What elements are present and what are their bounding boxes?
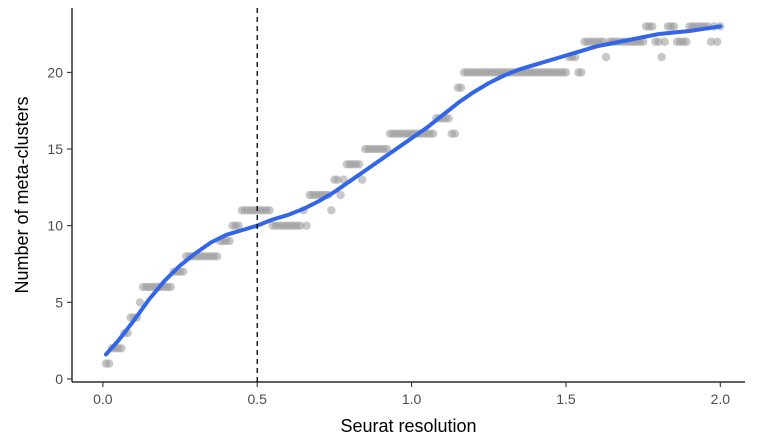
data-point xyxy=(706,37,716,46)
data-point xyxy=(357,175,367,184)
data-point xyxy=(429,129,438,138)
data-point xyxy=(682,37,691,46)
data-point xyxy=(225,236,234,246)
data-point xyxy=(657,52,666,62)
data-point xyxy=(577,68,586,77)
axes-layer: 0.0 0.5 1.0 1.5 2.0 0 5 10 15 20 xyxy=(47,8,745,407)
smooth-line-layer xyxy=(103,24,723,357)
data-point xyxy=(648,22,657,31)
y-axis-title: Number of meta-clusters xyxy=(12,96,32,293)
data-point xyxy=(178,267,188,276)
data-point xyxy=(296,221,305,230)
data-point xyxy=(382,144,392,154)
y-tick-label: 15 xyxy=(47,141,63,157)
data-point xyxy=(669,22,679,31)
data-point xyxy=(104,359,114,368)
y-tick-label: 20 xyxy=(47,64,63,80)
x-tick-label: 0.0 xyxy=(93,391,113,407)
data-point xyxy=(713,37,722,46)
data-point xyxy=(327,206,336,215)
x-tick-label: 0.5 xyxy=(247,391,267,407)
y-tick-label: 5 xyxy=(55,294,63,310)
x-axis-title: Seurat resolution xyxy=(340,416,476,436)
data-point xyxy=(265,206,274,215)
data-point xyxy=(660,37,669,46)
x-tick-label: 2.0 xyxy=(711,391,731,407)
data-point xyxy=(444,114,453,123)
data-point xyxy=(336,190,345,200)
smooth-trend-line xyxy=(103,24,723,357)
data-point xyxy=(354,160,364,169)
data-point xyxy=(561,68,571,77)
data-point xyxy=(638,37,648,46)
data-point xyxy=(212,252,222,261)
data-point xyxy=(166,282,175,292)
data-point xyxy=(654,37,663,46)
y-tick-label: 0 xyxy=(55,371,63,387)
data-point xyxy=(234,221,243,230)
data-point xyxy=(302,221,311,230)
data-point xyxy=(601,52,611,62)
data-point xyxy=(135,298,145,307)
y-tick-label: 10 xyxy=(47,218,63,234)
points-layer xyxy=(101,22,725,368)
data-point xyxy=(450,129,460,138)
data-point xyxy=(333,175,342,184)
data-point xyxy=(456,83,466,92)
x-tick-label: 1.0 xyxy=(402,391,422,407)
data-point xyxy=(117,344,126,353)
x-tick-label: 1.5 xyxy=(556,391,576,407)
